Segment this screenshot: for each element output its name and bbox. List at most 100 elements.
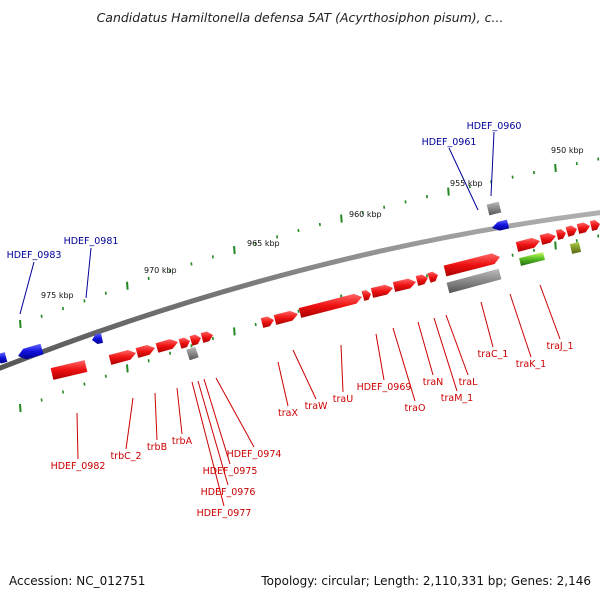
gene-label[interactable]: traK_1 <box>516 359 546 370</box>
gene-label[interactable]: traW <box>305 401 328 412</box>
gene-arrow[interactable] <box>519 252 545 266</box>
gene-arrow[interactable] <box>108 349 136 365</box>
gene-label[interactable]: traN <box>423 377 444 388</box>
gene-label[interactable]: traU <box>333 394 353 405</box>
label-leader-line <box>445 314 469 376</box>
label-leader-line <box>125 397 134 450</box>
gene-label[interactable]: traM_1 <box>441 393 473 404</box>
gene-label[interactable]: trbB <box>147 442 167 453</box>
genome-summary-text: Topology: circular; Length: 2,110,331 bp… <box>261 574 591 588</box>
gene-arrow[interactable] <box>443 253 500 277</box>
gene-label[interactable]: trbA <box>172 436 193 447</box>
label-leader-line <box>392 327 416 402</box>
gene-arrow[interactable] <box>155 339 178 353</box>
scale-tick <box>19 403 22 413</box>
gene-arrow[interactable] <box>415 274 428 286</box>
map-title: Candidatus Hamiltonella defensa 5AT (Acy… <box>96 10 504 25</box>
scale-tick <box>340 214 343 223</box>
gene-label[interactable]: HDEF_0977 <box>197 508 252 519</box>
gene-label[interactable]: HDEF_0982 <box>51 461 106 472</box>
gene-arrow[interactable] <box>492 219 510 231</box>
gene-arrow[interactable] <box>446 268 502 294</box>
gene-arrow[interactable] <box>92 333 103 345</box>
label-leader-line <box>154 392 158 441</box>
label-leader-line <box>490 131 495 197</box>
gene-arrow[interactable] <box>135 345 155 358</box>
gene-arrow[interactable] <box>178 337 190 349</box>
scale-tick <box>126 281 129 290</box>
accession-text: Accession: NC_012751 <box>9 574 146 588</box>
gene-label[interactable]: HDEF_0981 <box>64 236 119 247</box>
label-leader-line <box>433 317 458 392</box>
label-leader-line <box>375 333 385 381</box>
gene-arrow[interactable] <box>361 290 371 301</box>
gene-arrow[interactable] <box>576 222 590 234</box>
gene-arrow[interactable] <box>555 229 566 240</box>
gene-arrow[interactable] <box>200 331 213 343</box>
label-leader-line <box>197 380 229 486</box>
gene-label[interactable]: traX <box>278 408 298 419</box>
gene-features <box>0 201 600 380</box>
scale-tick <box>554 163 557 173</box>
gene-arrow[interactable] <box>539 232 556 245</box>
scale-tick <box>233 245 236 255</box>
gene-label[interactable]: HDEF_0961 <box>422 137 477 148</box>
gene-arrow[interactable] <box>189 334 201 346</box>
gene-arrow[interactable] <box>0 352 8 364</box>
gene-label[interactable]: HDEF_0960 <box>467 121 522 132</box>
label-leader-line <box>539 284 561 340</box>
label-leader-line <box>509 293 532 358</box>
gene-label[interactable]: HDEF_0974 <box>227 449 282 460</box>
scale-labels: 950 kbp 955 kbp 960 kbp 965 kbp 970 kbp 975 k… <box>41 146 584 300</box>
gene-label[interactable]: HDEF_0976 <box>201 487 256 498</box>
scale-tick <box>233 327 236 336</box>
gene-arrow[interactable] <box>569 242 582 254</box>
label-leader-line <box>448 147 479 211</box>
gene-arrow[interactable] <box>392 278 416 292</box>
gene-arrow[interactable] <box>589 220 600 231</box>
scale-label: 960 kbp <box>349 210 382 219</box>
gene-arrow[interactable] <box>515 237 540 252</box>
scale-tick <box>554 241 557 250</box>
gene-label[interactable]: traC_1 <box>478 349 509 360</box>
gene-label[interactable]: traL <box>459 377 478 388</box>
label-leader-line <box>215 377 255 448</box>
label-leader-line <box>203 378 231 465</box>
gene-arrow[interactable] <box>370 284 393 298</box>
gene-arrow[interactable] <box>565 225 577 237</box>
gene-label[interactable]: traO <box>405 403 426 414</box>
gene-arrow[interactable] <box>50 360 88 380</box>
label-leaders <box>19 131 561 507</box>
label-leader-line <box>277 361 289 407</box>
gene-arrow[interactable] <box>298 293 362 318</box>
genome-backbone <box>0 210 600 371</box>
gene-label[interactable]: HDEF_0969 <box>357 382 412 393</box>
label-leader-line <box>340 344 344 393</box>
gene-arrow[interactable] <box>427 271 438 283</box>
scale-label: 955 kbp <box>450 179 483 188</box>
label-leader-line <box>85 247 92 299</box>
scale-tick <box>19 319 22 329</box>
gene-arrow[interactable] <box>486 201 502 216</box>
gene-label[interactable]: trbC_2 <box>110 451 141 462</box>
label-leader-line <box>176 387 183 435</box>
label-leader-line <box>191 381 225 507</box>
gene-arrow[interactable] <box>260 316 274 328</box>
scale-label: 975 kbp <box>41 291 74 300</box>
label-leader-line <box>76 412 79 460</box>
gene-label[interactable]: HDEF_0983 <box>7 250 62 261</box>
gene-label[interactable]: HDEF_0975 <box>203 466 258 477</box>
scale-label: 950 kbp <box>551 146 584 155</box>
label-leader-line <box>292 349 317 400</box>
scale-tick <box>126 364 129 373</box>
scale-ticks <box>19 157 600 413</box>
gene-arrow[interactable] <box>18 343 44 360</box>
label-leader-line <box>19 261 35 315</box>
label-leader-line <box>480 301 494 348</box>
gene-arrow[interactable] <box>186 346 199 361</box>
gene-arrow[interactable] <box>273 310 298 325</box>
gene-label[interactable]: traJ_1 <box>546 341 573 352</box>
